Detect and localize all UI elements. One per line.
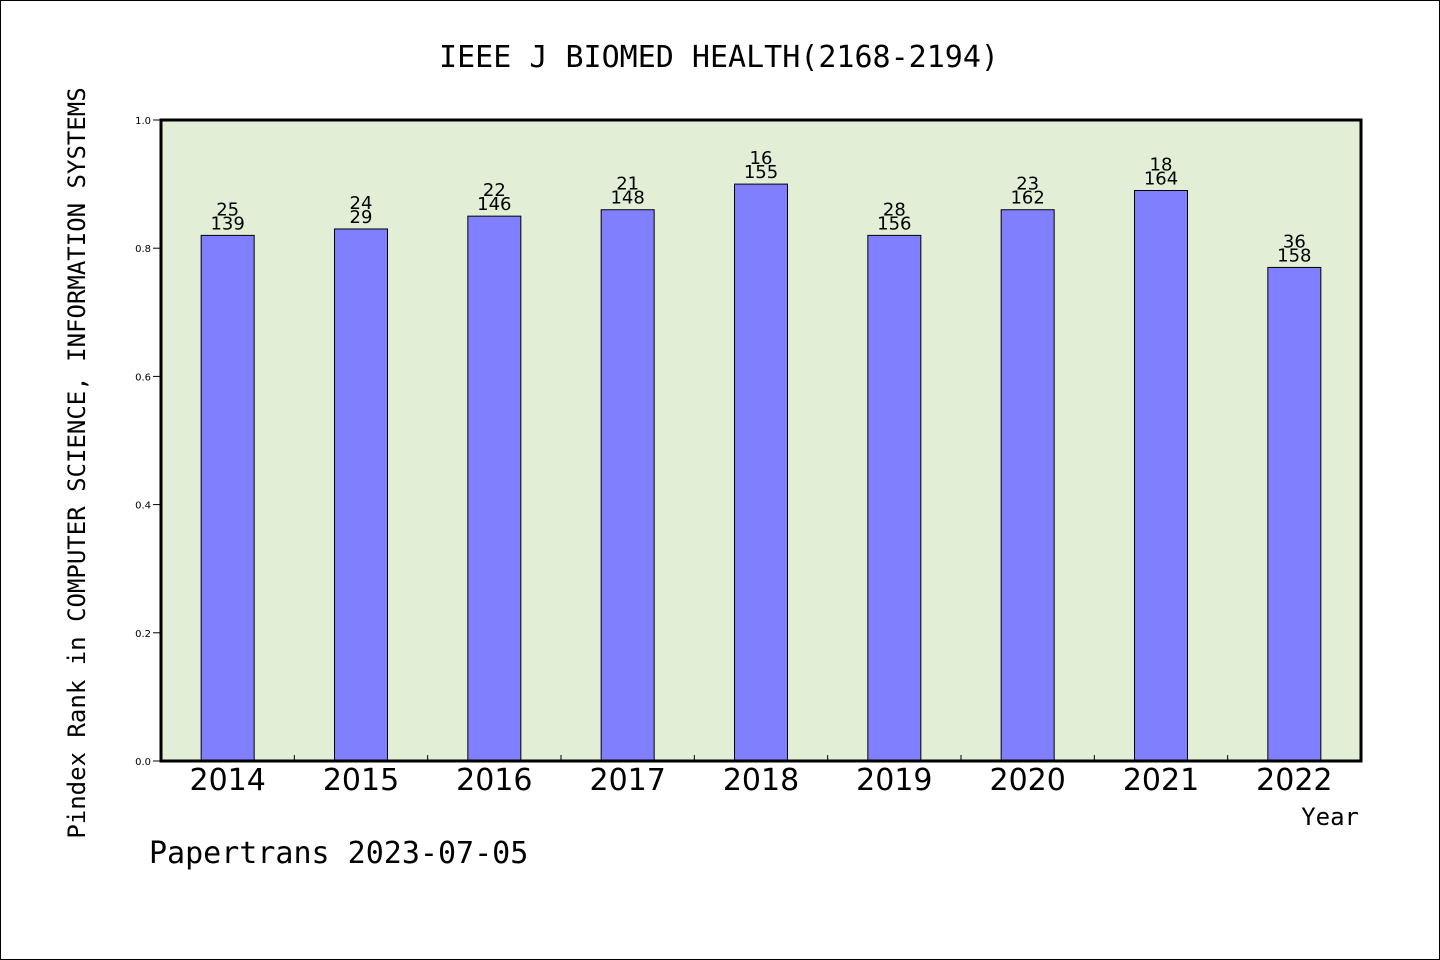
bar-total-label: 156 xyxy=(877,213,911,234)
footer-text: Papertrans 2023-07-05 xyxy=(149,836,528,871)
plot-frame xyxy=(159,118,1363,763)
bar-total-label: 139 xyxy=(210,213,244,234)
bar-rank-label: 24 xyxy=(350,193,373,214)
bar-rank-label: 25 xyxy=(216,199,239,220)
y-tick-label: 0.6 xyxy=(135,372,151,383)
bar-total-label: 164 xyxy=(1144,169,1178,190)
bar-rank-label: 36 xyxy=(1283,231,1306,252)
x-tick-label: 2021 xyxy=(1123,763,1199,798)
bar-2019 xyxy=(867,234,922,762)
y-tick-label: 0.2 xyxy=(135,629,151,640)
bar-total-label: 146 xyxy=(477,194,511,215)
x-axis-label: Year xyxy=(1301,803,1359,831)
bar-total-label: 148 xyxy=(610,188,644,209)
bar-2020 xyxy=(1000,209,1055,762)
bar-2018 xyxy=(734,183,788,762)
bar-rank-label: 22 xyxy=(483,180,506,201)
bar-2021 xyxy=(1134,190,1188,762)
chart-title: IEEE J BIOMED HEALTH(2168-2194) xyxy=(439,40,999,75)
bar-2016 xyxy=(467,215,522,762)
y-tick-label: 0.8 xyxy=(135,244,151,255)
bar-total-label: 158 xyxy=(1277,245,1311,266)
x-tick-label: 2020 xyxy=(989,763,1065,798)
x-tick-label: 2015 xyxy=(323,763,399,798)
x-tick-label: 2014 xyxy=(189,763,265,798)
bar-total-label: 29 xyxy=(350,207,373,228)
x-tick-label: 2017 xyxy=(589,763,665,798)
bar-2017 xyxy=(600,209,655,762)
y-tick-label: 0.0 xyxy=(135,757,151,768)
bar-2022 xyxy=(1267,266,1322,762)
bar-rank-label: 28 xyxy=(883,199,906,220)
bar-rank-label: 21 xyxy=(616,174,639,195)
x-tick-label: 2019 xyxy=(856,763,932,798)
bar-2014 xyxy=(200,234,255,762)
y-tick-label: 1.0 xyxy=(135,116,151,127)
x-tick-label: 2016 xyxy=(456,763,532,798)
bar-total-label: 155 xyxy=(744,162,778,183)
bar-total-label: 162 xyxy=(1010,188,1044,209)
y-tick-label: 0.4 xyxy=(135,501,151,512)
bar-rank-label: 23 xyxy=(1016,174,1039,195)
x-tick-label: 2018 xyxy=(723,763,799,798)
bar-rank-label: 18 xyxy=(1150,155,1173,176)
bar-rank-label: 16 xyxy=(750,148,773,169)
bar-2015 xyxy=(334,228,388,762)
y-axis-label: Pindex Rank in COMPUTER SCIENCE, INFORMA… xyxy=(63,87,91,838)
x-tick-label: 2022 xyxy=(1256,763,1332,798)
